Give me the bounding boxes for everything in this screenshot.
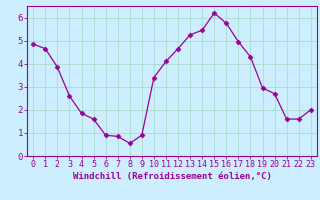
X-axis label: Windchill (Refroidissement éolien,°C): Windchill (Refroidissement éolien,°C) — [73, 172, 271, 181]
